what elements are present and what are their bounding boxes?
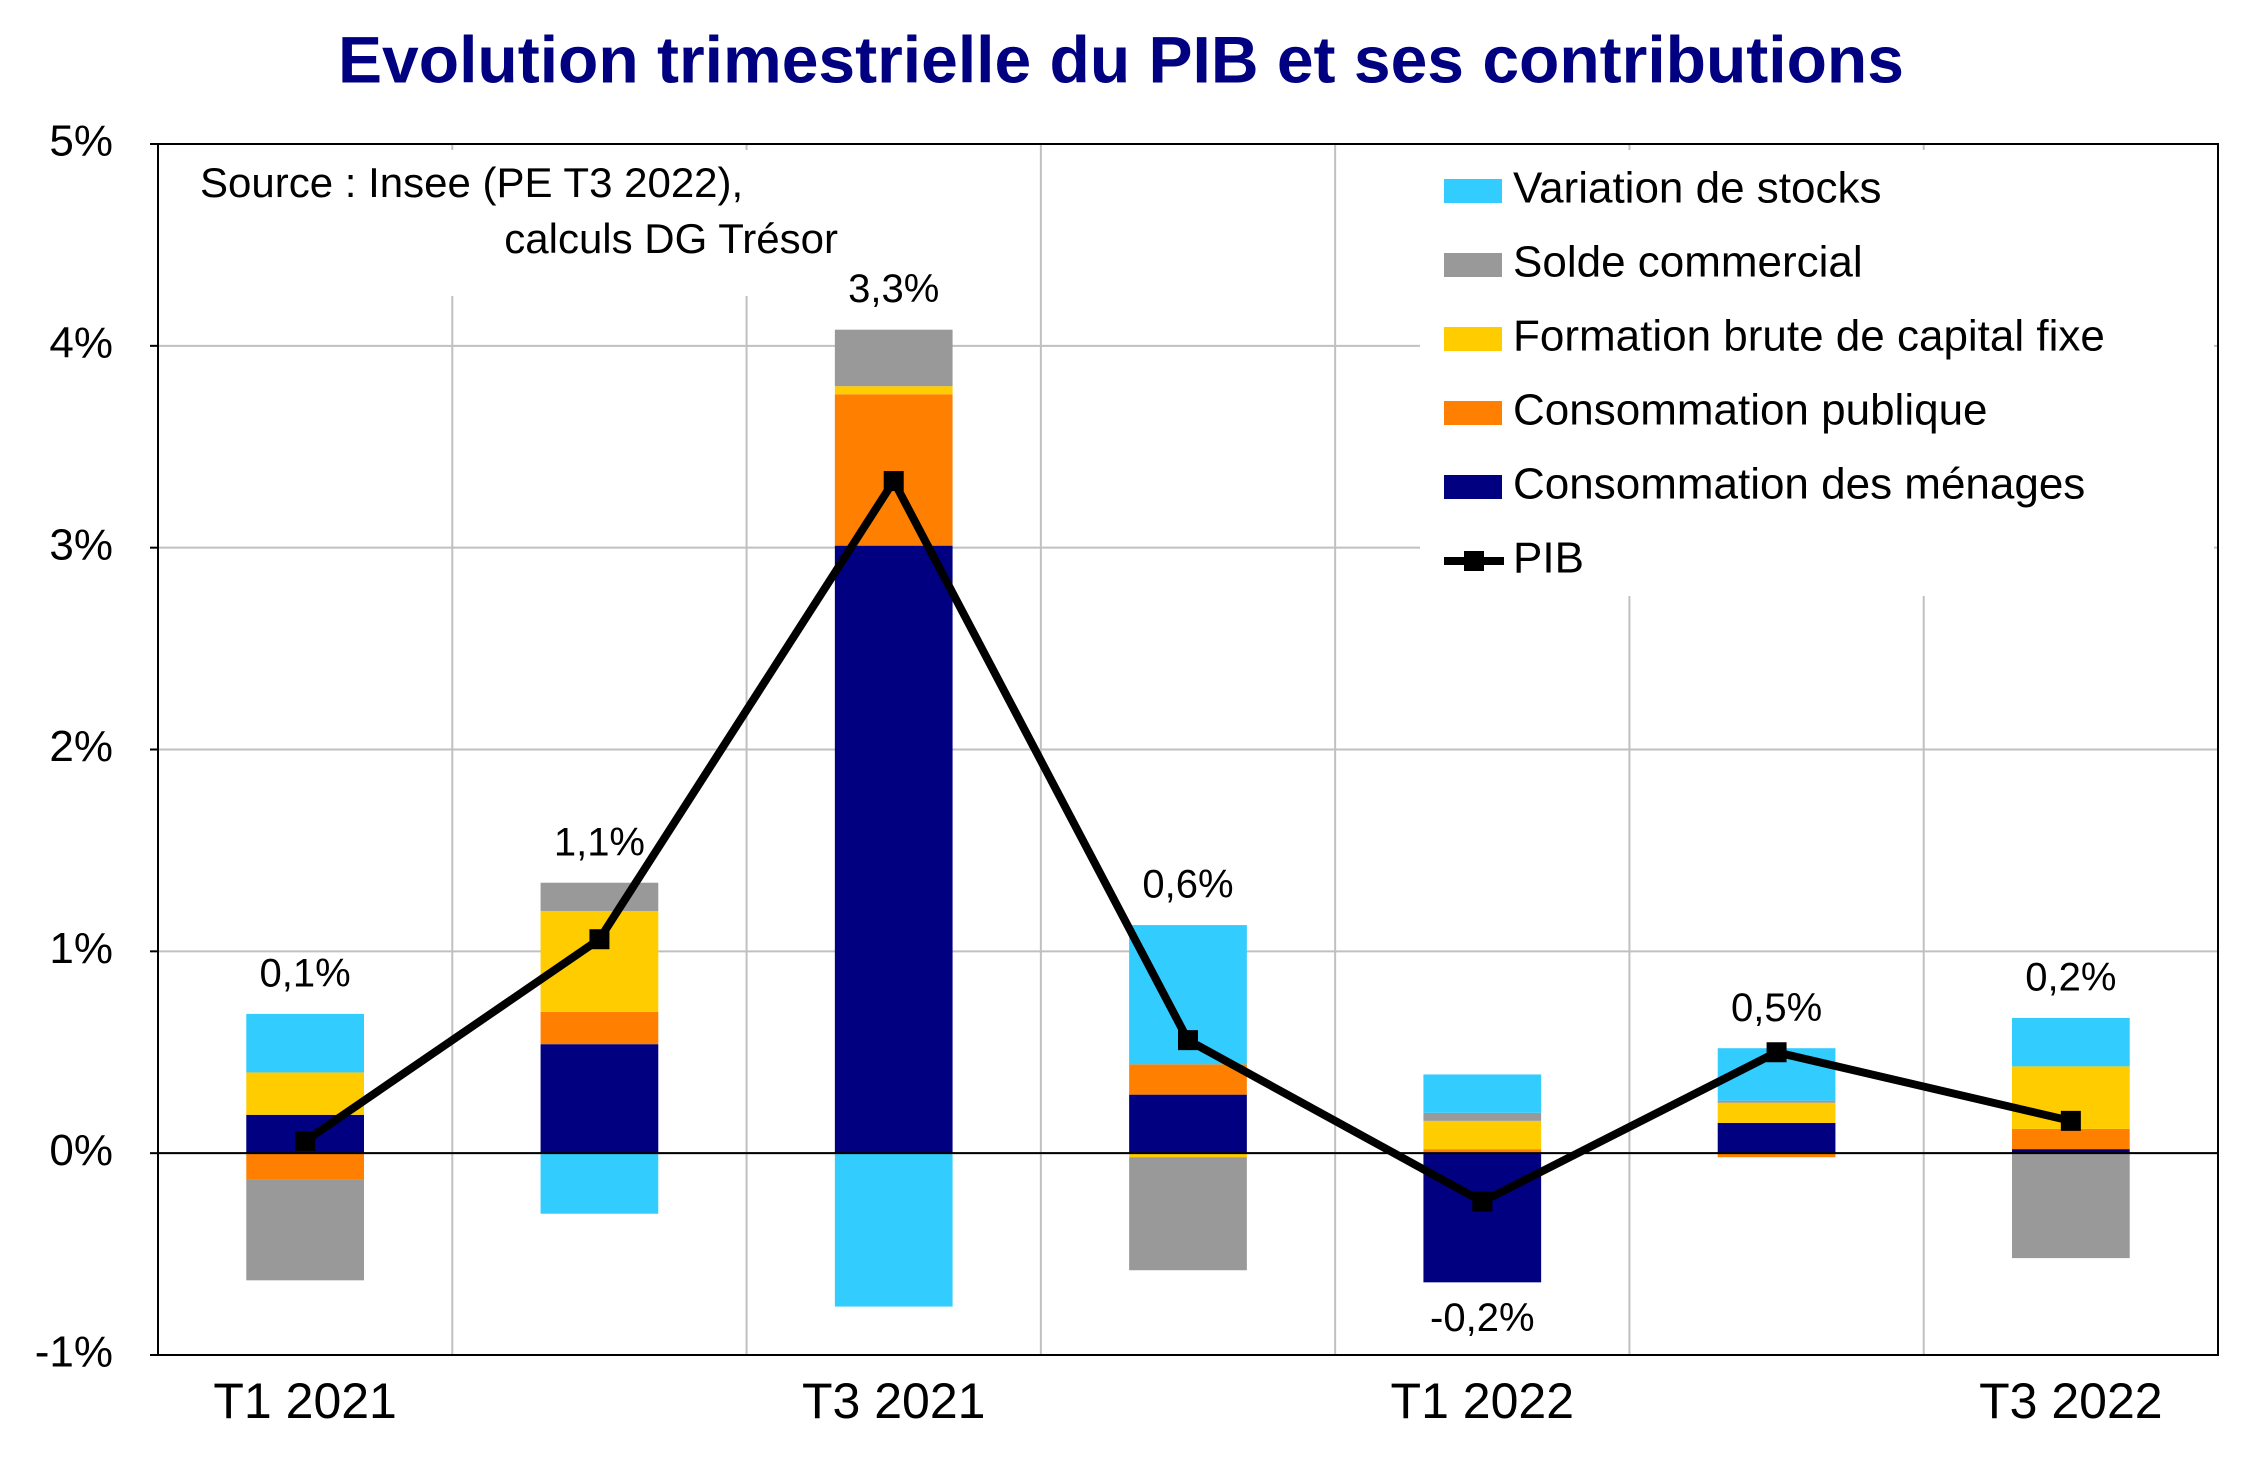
y-tick-label: 1% — [49, 924, 113, 973]
data-label: 3,3% — [848, 267, 939, 311]
bar-segment — [834, 545, 953, 1154]
bar-segment — [834, 329, 953, 387]
data-label: 0,6% — [1142, 863, 1233, 907]
bar-segment — [246, 1072, 364, 1115]
line-marker — [1472, 1191, 1493, 1212]
bar-segment — [1129, 1157, 1247, 1271]
legend-label: Formation brute de capital fixe — [1513, 312, 2105, 361]
bar-segment — [540, 1153, 659, 1214]
legend-swatch — [1444, 179, 1502, 203]
legend-swatch — [1444, 475, 1502, 499]
bar-segment — [540, 910, 659, 1012]
bar-segment — [2012, 1153, 2130, 1259]
legend-swatch — [1444, 401, 1502, 425]
bar-segment — [834, 386, 953, 395]
bar-segment — [246, 1179, 364, 1281]
bar-segment — [540, 1044, 659, 1154]
bar-segment — [1423, 1074, 1542, 1113]
annotation-box — [161, 150, 861, 296]
line-marker — [883, 471, 904, 492]
bar-segment — [1423, 1149, 1542, 1154]
bar-segment — [540, 882, 659, 911]
line-marker — [2060, 1110, 2081, 1131]
y-tick-label: 4% — [49, 318, 113, 367]
legend-label: Variation de stocks — [1513, 164, 1881, 213]
x-tick-label: T3 2021 — [802, 1373, 985, 1429]
legend-swatch — [1444, 253, 1502, 277]
bar-segment — [1717, 1122, 1836, 1154]
x-tick-label: T1 2021 — [213, 1373, 396, 1429]
bar-segment — [1423, 1120, 1542, 1150]
data-label: 0,1% — [260, 951, 351, 995]
chart-title: Evolution trimestrielle du PIB et ses co… — [338, 22, 1904, 96]
legend-label: PIB — [1513, 534, 1584, 583]
bar-segment — [1129, 1094, 1247, 1154]
y-tick-label: 3% — [49, 520, 113, 569]
line-marker — [1178, 1030, 1198, 1051]
bar-segment — [2012, 1149, 2130, 1154]
legend-label: Consommation des ménages — [1513, 460, 2085, 509]
bar-segment — [2012, 1128, 2130, 1150]
data-label: 0,2% — [2025, 956, 2116, 1000]
bar-segment — [246, 1013, 364, 1073]
y-tick-label: 0% — [49, 1126, 113, 1175]
bar-segment — [1423, 1153, 1542, 1283]
x-tick-label: T3 2022 — [1979, 1373, 2162, 1429]
legend-swatch — [1444, 327, 1502, 351]
data-label: 1,1% — [554, 820, 645, 864]
bar-segment — [834, 394, 953, 546]
line-marker — [295, 1131, 316, 1152]
legend-label: Solde commercial — [1513, 238, 1863, 287]
source-note: calculs DG Trésor — [504, 215, 838, 262]
data-label: -0,2% — [1430, 1296, 1535, 1340]
x-tick-label: T1 2022 — [1391, 1373, 1574, 1429]
y-tick-label: 5% — [49, 117, 113, 166]
legend-box — [1420, 150, 2214, 596]
bar-segment — [1717, 1102, 1836, 1123]
bar-segment — [540, 1011, 659, 1045]
y-tick-label: 2% — [49, 722, 113, 771]
data-label: 0,5% — [1731, 986, 1822, 1030]
bar-segment — [1717, 1153, 1836, 1158]
bar-segment — [834, 1153, 953, 1307]
legend-label: Consommation publique — [1513, 386, 1988, 435]
bar-segment — [1129, 1064, 1247, 1095]
bar-segment — [246, 1153, 364, 1180]
line-marker — [589, 929, 610, 950]
source-note: Source : Insee (PE T3 2022), — [200, 159, 743, 206]
line-marker — [1766, 1042, 1787, 1063]
bar-segment — [2012, 1017, 2130, 1067]
y-tick-label: -1% — [35, 1328, 113, 1377]
legend-marker — [1464, 551, 1484, 571]
bar-segment — [1423, 1112, 1542, 1121]
bar-segment — [1717, 1100, 1836, 1103]
plot-frame — [157, 143, 2219, 1356]
bar-segment — [1129, 1153, 1247, 1158]
